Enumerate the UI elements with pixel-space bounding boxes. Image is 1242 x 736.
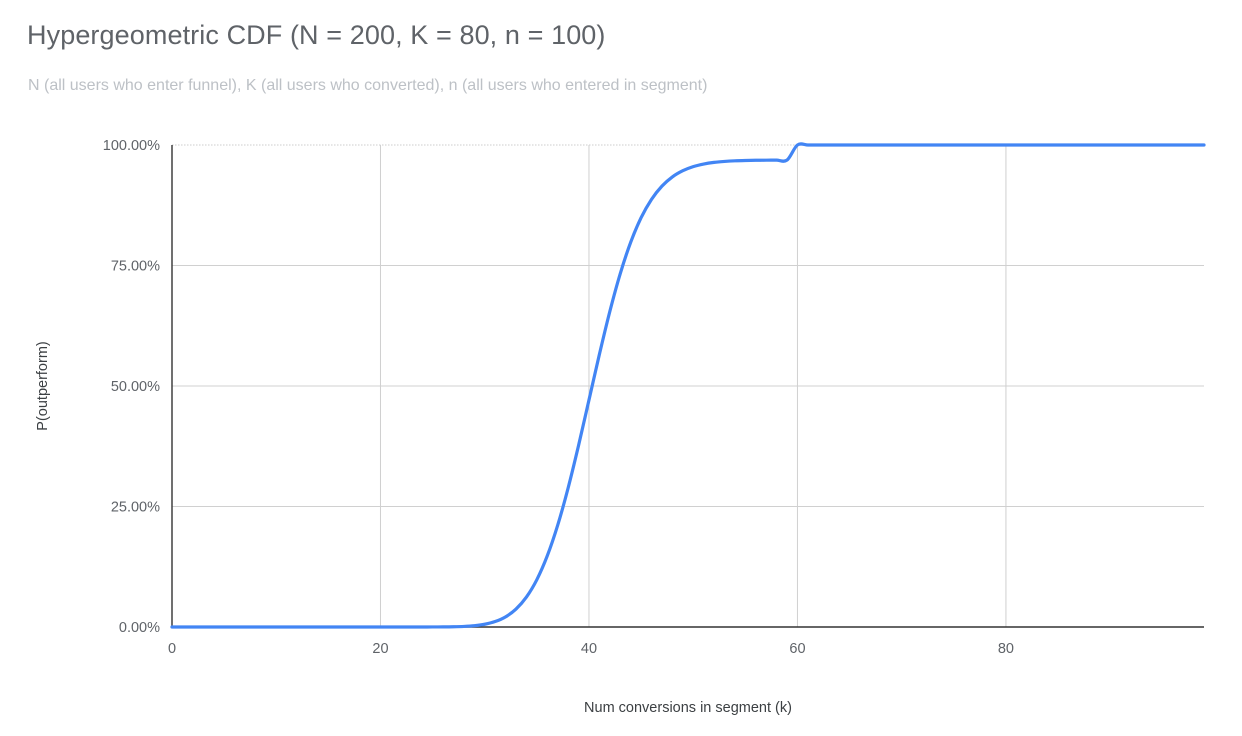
data-series-line xyxy=(170,142,1206,629)
y-tick-label: 25.00% xyxy=(111,500,160,516)
y-axis-title: P(outperform) xyxy=(35,341,51,430)
y-tick-label: 50.00% xyxy=(111,379,160,395)
y-tick-label: 100.00% xyxy=(103,138,160,154)
gridlines xyxy=(172,144,1204,627)
x-tick-label: 60 xyxy=(789,641,805,657)
chart-title: Hypergeometric CDF (N = 200, K = 80, n =… xyxy=(27,20,606,50)
x-tick-label: 0 xyxy=(168,641,176,657)
y-tick-label: 75.00% xyxy=(111,259,160,275)
x-tick-label: 20 xyxy=(372,641,388,657)
x-axis-title: Num conversions in segment (k) xyxy=(584,700,792,716)
y-tick-label: 0.00% xyxy=(119,620,160,636)
x-tick-label: 80 xyxy=(998,641,1014,657)
chart-subtitle: N (all users who enter funnel), K (all u… xyxy=(28,77,708,94)
x-axis-tick-labels: 0 20 40 60 80 xyxy=(168,641,1014,657)
x-tick-label: 40 xyxy=(581,641,597,657)
y-axis-tick-labels: 0.00% 25.00% 50.00% 75.00% 100.00% xyxy=(103,138,160,636)
